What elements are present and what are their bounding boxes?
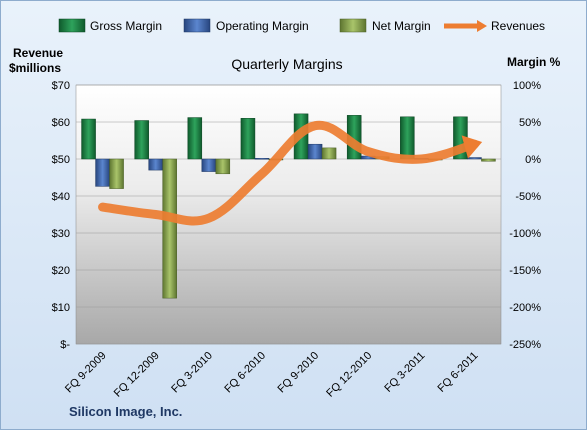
left-tick-20: $20 <box>52 265 70 277</box>
bar-gross-margin-fq-6-2010 <box>240 118 256 160</box>
category-label-fq-3-2011: FQ 3-2011 <box>382 350 427 395</box>
right-axis-ticks: 100% 50% 0% -50% -100% -150% -200% -250% <box>509 80 541 351</box>
right-tick-0: 0% <box>525 154 541 166</box>
bar-net-margin-fq-9-2009 <box>109 158 124 189</box>
legend-swatch-net-margin <box>339 18 367 33</box>
legend: Gross Margin Operating Margin Net Margin… <box>58 18 545 33</box>
bar-gross-margin-fq-3-2011 <box>400 116 415 160</box>
legend-label-operating-margin: Operating Margin <box>216 19 309 33</box>
bar-operating-margin-fq-3-2010 <box>201 158 217 172</box>
right-axis-title: Margin % <box>507 55 561 69</box>
gridlines <box>76 84 501 345</box>
right-tick-neg50: -50% <box>515 191 541 203</box>
legend-label-net-margin: Net Margin <box>372 19 431 33</box>
revenue-line-arrowhead <box>461 135 483 159</box>
bar-net-margin-fq-3-2010 <box>215 158 231 175</box>
left-tick-70: $70 <box>52 80 70 92</box>
category-label-fq-9-2009: FQ 9-2009 <box>63 350 109 396</box>
left-tick-50: $50 <box>52 154 70 166</box>
bar-net-margin-fq-12-2009 <box>162 158 177 299</box>
bar-gross-margin-fq-9-2009 <box>81 118 96 160</box>
legend-arrow-revenues <box>477 20 487 32</box>
left-tick-10: $10 <box>52 302 70 314</box>
revenue-line-layer <box>98 120 483 226</box>
legend-item-net-margin: Net Margin <box>339 18 431 33</box>
right-tick-100: 100% <box>513 80 541 92</box>
legend-label-revenues: Revenues <box>491 19 545 33</box>
left-axis-ticks: $70 $60 $50 $40 $30 $20 $10 $- <box>52 80 71 351</box>
right-tick-50: 50% <box>519 117 541 129</box>
category-label-fq-9-2010: FQ 9-2010 <box>276 350 322 396</box>
category-label-fq-12-2010: FQ 12-2010 <box>324 350 374 400</box>
left-tick-30: $30 <box>52 228 70 240</box>
company-name: Silicon Image, Inc. <box>69 404 182 419</box>
left-tick-40: $40 <box>52 191 70 203</box>
legend-swatch-operating-margin <box>183 18 211 33</box>
bar-operating-margin-fq-6-2011 <box>467 157 482 160</box>
legend-item-revenues: Revenues <box>444 19 545 33</box>
revenue-line <box>98 120 479 226</box>
category-label-fq-6-2011: FQ 6-2011 <box>435 350 480 395</box>
category-axis-ticks: FQ 9-2009 FQ 12-2009 FQ 3-2010 FQ 6-2010 FQ … <box>63 350 481 400</box>
legend-item-operating-margin: Operating Margin <box>183 18 309 33</box>
category-label-fq-6-2010: FQ 6-2010 <box>222 350 268 396</box>
right-tick-neg100: -100% <box>509 228 541 240</box>
right-tick-neg200: -200% <box>509 302 541 314</box>
category-label-fq-12-2009: FQ 12-2009 <box>112 350 162 400</box>
bar-net-margin-fq-9-2010 <box>321 147 337 160</box>
bar-operating-margin-fq-9-2010 <box>307 143 323 160</box>
legend-label-gross-margin: Gross Margin <box>90 19 162 33</box>
left-tick-0: $- <box>60 339 70 351</box>
bar-gross-margin-fq-3-2010 <box>187 117 203 160</box>
bar-operating-margin-fq-12-2009 <box>148 158 163 171</box>
left-tick-60: $60 <box>52 117 70 129</box>
bar-net-margin-fq-6-2011 <box>481 158 496 162</box>
right-tick-neg250: -250% <box>509 339 541 351</box>
left-axis-title-line1: Revenue <box>13 46 63 60</box>
right-tick-neg150: -150% <box>509 265 541 277</box>
bar-gross-margin-fq-12-2009 <box>134 120 149 160</box>
bar-operating-margin-fq-6-2010 <box>254 158 270 160</box>
chart-title: Quarterly Margins <box>231 56 342 72</box>
legend-item-gross-margin: Gross Margin <box>58 18 162 33</box>
bar-operating-margin-fq-9-2009 <box>95 158 110 187</box>
category-label-fq-3-2010: FQ 3-2010 <box>169 350 215 396</box>
left-axis-title-line2: $millions <box>9 61 61 75</box>
legend-swatch-gross-margin <box>58 18 86 33</box>
